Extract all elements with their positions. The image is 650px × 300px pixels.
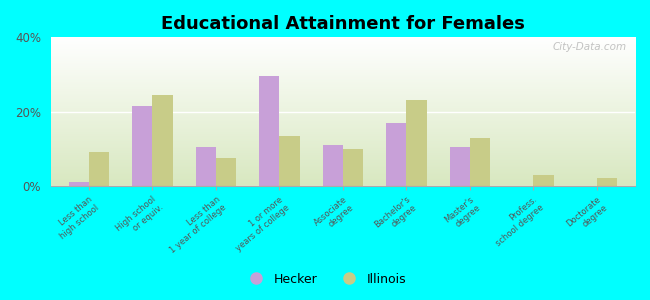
Bar bbox=[196, 147, 216, 186]
Text: City-Data.com: City-Data.com bbox=[552, 42, 626, 52]
Bar bbox=[534, 175, 554, 186]
Bar bbox=[343, 149, 363, 186]
Bar bbox=[386, 123, 406, 186]
Bar bbox=[152, 95, 173, 186]
Bar bbox=[132, 106, 152, 186]
Bar bbox=[259, 76, 280, 186]
Title: Educational Attainment for Females: Educational Attainment for Females bbox=[161, 15, 525, 33]
Bar bbox=[216, 158, 236, 186]
Bar bbox=[406, 100, 426, 186]
Bar bbox=[450, 147, 470, 186]
Bar bbox=[470, 137, 490, 186]
Bar bbox=[597, 178, 618, 186]
Bar bbox=[280, 136, 300, 186]
Legend: Hecker, Illinois: Hecker, Illinois bbox=[239, 268, 411, 291]
Bar bbox=[322, 145, 343, 186]
Bar bbox=[89, 152, 109, 186]
Bar bbox=[68, 182, 89, 186]
